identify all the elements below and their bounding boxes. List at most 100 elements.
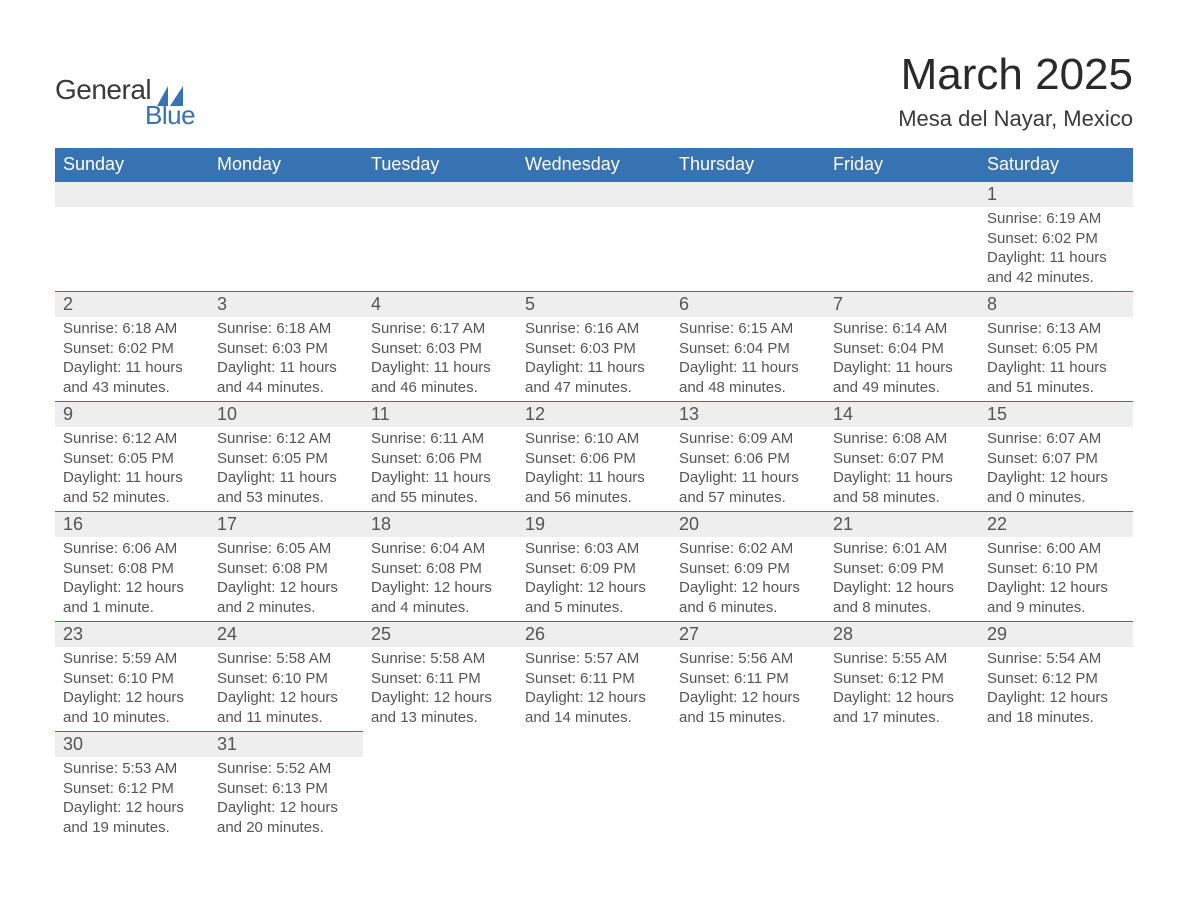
daylight-line: Daylight: 12 hours and 6 minutes. — [679, 578, 817, 617]
day-cell: 11Sunrise: 6:11 AMSunset: 6:06 PMDayligh… — [363, 402, 517, 512]
daylight-line: Daylight: 12 hours and 5 minutes. — [525, 578, 663, 617]
daylight-line: Daylight: 11 hours and 46 minutes. — [371, 358, 509, 397]
day-data: Sunrise: 6:01 AMSunset: 6:09 PMDaylight:… — [825, 537, 979, 621]
day-number: 14 — [825, 402, 979, 427]
sunset-line: Sunset: 6:10 PM — [987, 559, 1125, 579]
daylight-line: Daylight: 12 hours and 13 minutes. — [371, 688, 509, 727]
sunset-line: Sunset: 6:12 PM — [63, 779, 201, 799]
day-cell — [825, 732, 979, 842]
day-cell: 1Sunrise: 6:19 AMSunset: 6:02 PMDaylight… — [979, 182, 1133, 292]
day-cell: 7Sunrise: 6:14 AMSunset: 6:04 PMDaylight… — [825, 292, 979, 402]
day-cell: 16Sunrise: 6:06 AMSunset: 6:08 PMDayligh… — [55, 512, 209, 622]
week-row: 9Sunrise: 6:12 AMSunset: 6:05 PMDaylight… — [55, 402, 1133, 512]
day-cell: 17Sunrise: 6:05 AMSunset: 6:08 PMDayligh… — [209, 512, 363, 622]
day-number: 10 — [209, 402, 363, 427]
sunset-line: Sunset: 6:07 PM — [987, 449, 1125, 469]
sunrise-line: Sunrise: 6:00 AM — [987, 539, 1125, 559]
day-number: 26 — [517, 622, 671, 647]
day-data: Sunrise: 6:14 AMSunset: 6:04 PMDaylight:… — [825, 317, 979, 401]
sunset-line: Sunset: 6:06 PM — [525, 449, 663, 469]
day-data: Sunrise: 6:18 AMSunset: 6:03 PMDaylight:… — [209, 317, 363, 401]
day-number: 9 — [55, 402, 209, 427]
day-number: 7 — [825, 292, 979, 317]
day-data: Sunrise: 5:57 AMSunset: 6:11 PMDaylight:… — [517, 647, 671, 731]
day-cell — [517, 182, 671, 292]
daylight-line: Daylight: 12 hours and 2 minutes. — [217, 578, 355, 617]
day-number: 11 — [363, 402, 517, 427]
sunrise-line: Sunrise: 6:18 AM — [63, 319, 201, 339]
sunset-line: Sunset: 6:02 PM — [987, 229, 1125, 249]
dow-friday: Friday — [825, 148, 979, 182]
day-number: 2 — [55, 292, 209, 317]
calendar-body: 1Sunrise: 6:19 AMSunset: 6:02 PMDaylight… — [55, 182, 1133, 842]
sunset-line: Sunset: 6:03 PM — [525, 339, 663, 359]
day-data: Sunrise: 5:54 AMSunset: 6:12 PMDaylight:… — [979, 647, 1133, 731]
day-data: Sunrise: 6:11 AMSunset: 6:06 PMDaylight:… — [363, 427, 517, 511]
sunset-line: Sunset: 6:03 PM — [371, 339, 509, 359]
day-cell: 13Sunrise: 6:09 AMSunset: 6:06 PMDayligh… — [671, 402, 825, 512]
day-number: 1 — [979, 182, 1133, 207]
day-number: 18 — [363, 512, 517, 537]
sunrise-line: Sunrise: 6:15 AM — [679, 319, 817, 339]
day-number: 27 — [671, 622, 825, 647]
sunset-line: Sunset: 6:08 PM — [371, 559, 509, 579]
day-data: Sunrise: 6:17 AMSunset: 6:03 PMDaylight:… — [363, 317, 517, 401]
day-of-week-row: Sunday Monday Tuesday Wednesday Thursday… — [55, 148, 1133, 182]
sunset-line: Sunset: 6:08 PM — [217, 559, 355, 579]
day-cell: 4Sunrise: 6:17 AMSunset: 6:03 PMDaylight… — [363, 292, 517, 402]
daylight-line: Daylight: 12 hours and 4 minutes. — [371, 578, 509, 617]
daylight-line: Daylight: 11 hours and 55 minutes. — [371, 468, 509, 507]
daylight-line: Daylight: 11 hours and 49 minutes. — [833, 358, 971, 397]
sunrise-line: Sunrise: 6:12 AM — [217, 429, 355, 449]
dow-sunday: Sunday — [55, 148, 209, 182]
sunrise-line: Sunrise: 5:58 AM — [371, 649, 509, 669]
day-cell — [517, 732, 671, 842]
day-cell: 28Sunrise: 5:55 AMSunset: 6:12 PMDayligh… — [825, 622, 979, 732]
day-cell: 30Sunrise: 5:53 AMSunset: 6:12 PMDayligh… — [55, 732, 209, 842]
daylight-line: Daylight: 11 hours and 43 minutes. — [63, 358, 201, 397]
sunset-line: Sunset: 6:11 PM — [371, 669, 509, 689]
daylight-line: Daylight: 11 hours and 53 minutes. — [217, 468, 355, 507]
day-cell — [55, 182, 209, 292]
day-data: Sunrise: 6:03 AMSunset: 6:09 PMDaylight:… — [517, 537, 671, 621]
sunset-line: Sunset: 6:09 PM — [679, 559, 817, 579]
day-data: Sunrise: 6:08 AMSunset: 6:07 PMDaylight:… — [825, 427, 979, 511]
sunrise-line: Sunrise: 6:14 AM — [833, 319, 971, 339]
sunset-line: Sunset: 6:07 PM — [833, 449, 971, 469]
daylight-line: Daylight: 11 hours and 52 minutes. — [63, 468, 201, 507]
day-cell: 10Sunrise: 6:12 AMSunset: 6:05 PMDayligh… — [209, 402, 363, 512]
sunset-line: Sunset: 6:11 PM — [679, 669, 817, 689]
dow-wednesday: Wednesday — [517, 148, 671, 182]
sunset-line: Sunset: 6:10 PM — [63, 669, 201, 689]
sunrise-line: Sunrise: 6:13 AM — [987, 319, 1125, 339]
logo: General Blue — [55, 74, 195, 131]
day-number: 29 — [979, 622, 1133, 647]
sunset-line: Sunset: 6:05 PM — [987, 339, 1125, 359]
day-number: 22 — [979, 512, 1133, 537]
week-row: 2Sunrise: 6:18 AMSunset: 6:02 PMDaylight… — [55, 292, 1133, 402]
day-cell: 26Sunrise: 5:57 AMSunset: 6:11 PMDayligh… — [517, 622, 671, 732]
day-cell: 12Sunrise: 6:10 AMSunset: 6:06 PMDayligh… — [517, 402, 671, 512]
day-cell: 9Sunrise: 6:12 AMSunset: 6:05 PMDaylight… — [55, 402, 209, 512]
day-data: Sunrise: 6:10 AMSunset: 6:06 PMDaylight:… — [517, 427, 671, 511]
day-data: Sunrise: 5:53 AMSunset: 6:12 PMDaylight:… — [55, 757, 209, 841]
day-number: 15 — [979, 402, 1133, 427]
day-data: Sunrise: 6:12 AMSunset: 6:05 PMDaylight:… — [209, 427, 363, 511]
day-cell: 22Sunrise: 6:00 AMSunset: 6:10 PMDayligh… — [979, 512, 1133, 622]
day-data: Sunrise: 5:58 AMSunset: 6:11 PMDaylight:… — [363, 647, 517, 731]
daylight-line: Daylight: 12 hours and 19 minutes. — [63, 798, 201, 837]
day-number: 28 — [825, 622, 979, 647]
sunrise-line: Sunrise: 5:57 AM — [525, 649, 663, 669]
sunset-line: Sunset: 6:09 PM — [525, 559, 663, 579]
daylight-line: Daylight: 11 hours and 56 minutes. — [525, 468, 663, 507]
day-cell: 18Sunrise: 6:04 AMSunset: 6:08 PMDayligh… — [363, 512, 517, 622]
sunset-line: Sunset: 6:08 PM — [63, 559, 201, 579]
daylight-line: Daylight: 12 hours and 18 minutes. — [987, 688, 1125, 727]
sunset-line: Sunset: 6:04 PM — [679, 339, 817, 359]
calendar-table: Sunday Monday Tuesday Wednesday Thursday… — [55, 148, 1133, 841]
sunset-line: Sunset: 6:04 PM — [833, 339, 971, 359]
day-data: Sunrise: 5:56 AMSunset: 6:11 PMDaylight:… — [671, 647, 825, 731]
daylight-line: Daylight: 11 hours and 47 minutes. — [525, 358, 663, 397]
day-data: Sunrise: 6:09 AMSunset: 6:06 PMDaylight:… — [671, 427, 825, 511]
day-number: 30 — [55, 732, 209, 757]
